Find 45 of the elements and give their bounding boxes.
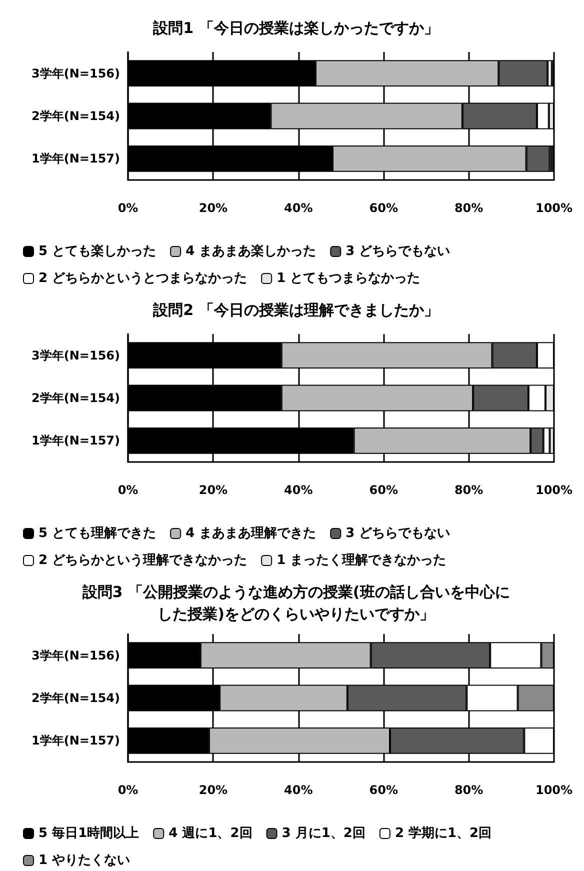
y-tick-label: 1学年(N=157) <box>32 152 120 166</box>
legend-label: 2 どちらかという理解できなかった <box>38 553 248 568</box>
legend-label: 5 とても理解できた <box>38 526 156 541</box>
legend-label: 4 週に1、2回 <box>168 826 252 841</box>
legend-label: 3 どちらでもない <box>346 526 450 541</box>
chart-title: 設問3 「公開授業のような進め方の授業(班の話し合いを中心にした授業)をどのくらいやりたいですか」 <box>81 583 510 623</box>
x-tick-label: 40% <box>284 483 313 497</box>
y-tick-label: 3学年(N=156) <box>32 66 120 80</box>
legend-label: 2 どちらかというとつまらなかった <box>38 271 248 286</box>
x-tick-label: 20% <box>198 783 228 797</box>
x-tick-label: 20% <box>198 201 228 215</box>
legend-label: 1 とてもつまらなかった <box>276 271 420 286</box>
x-tick-label: 40% <box>284 783 313 797</box>
x-tick-label: 0% <box>118 201 138 215</box>
legend-label: 3 月に1、2回 <box>282 826 366 841</box>
legend-label: 2 学期に1、2回 <box>394 826 492 841</box>
x-tick-label: 100% <box>535 783 573 797</box>
y-tick-label: 3学年(N=156) <box>32 348 120 362</box>
x-tick-label: 80% <box>454 483 484 497</box>
x-tick-label: 20% <box>198 483 228 497</box>
chart-title: 設問2 「今日の授業は理解できましたか」 <box>152 301 439 319</box>
x-tick-label: 60% <box>369 483 398 497</box>
y-tick-label: 2学年(N=154) <box>32 391 120 405</box>
x-tick-label: 0% <box>118 783 138 797</box>
y-tick-label: 2学年(N=154) <box>32 109 120 123</box>
y-tick-label: 1学年(N=157) <box>32 434 120 448</box>
x-tick-label: 80% <box>454 783 484 797</box>
legend-label: 5 とても楽しかった <box>38 244 156 259</box>
x-tick-label: 60% <box>369 201 398 215</box>
y-tick-label: 2学年(N=154) <box>32 691 120 705</box>
x-tick-label: 80% <box>454 201 484 215</box>
x-tick-label: 60% <box>369 783 398 797</box>
x-tick-label: 0% <box>118 483 138 497</box>
y-tick-label: 3学年(N=156) <box>32 648 120 662</box>
x-tick-label: 40% <box>284 201 313 215</box>
legend-label: 3 どちらでもない <box>346 244 450 259</box>
legend-label: 5 毎日1時間以上 <box>38 826 140 841</box>
x-tick-label: 100% <box>535 201 573 215</box>
legend-label: 1 やりたくない <box>38 853 130 868</box>
chart-title: 設問1 「今日の授業は楽しかったですか」 <box>152 19 439 37</box>
legend-label: 4 まあまあ楽しかった <box>186 244 316 259</box>
y-tick-label: 1学年(N=157) <box>32 734 120 748</box>
legend-label: 4 まあまあ理解できた <box>186 526 316 541</box>
legend-label: 1 まったく理解できなかった <box>276 553 446 568</box>
x-tick-label: 100% <box>535 483 573 497</box>
